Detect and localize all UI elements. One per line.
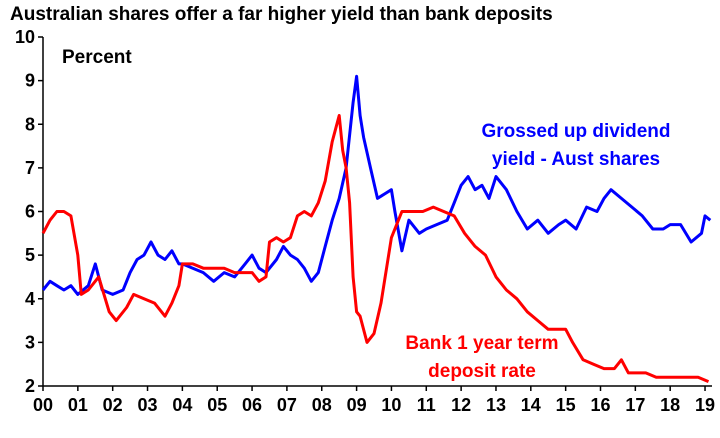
x-tick-label: 05 [207,395,227,415]
y-tick-label: 2 [25,376,35,396]
y-ticks: 2 3 4 5 6 7 8 9 10 [15,27,43,396]
y-tick-label: 8 [25,114,35,134]
y-axis-label: Percent [62,47,132,68]
x-tick-label: 07 [277,395,297,415]
x-tick-label: 04 [172,395,192,415]
y-tick-label: 3 [25,332,35,352]
y-tick-label: 5 [25,245,35,265]
deposit-annotation: Bank 1 year term [405,333,558,354]
series-lines [41,74,712,383]
x-tick-label: 13 [486,395,506,415]
series-annotations: Grossed up dividend yield - Aust shares Ba… [405,121,670,382]
chart-title: Australian shares offer a far higher yie… [10,4,553,25]
y-tick-label: 9 [25,71,35,91]
x-tick-label: 14 [521,395,541,415]
dividend-annotation: Grossed up dividend [482,121,671,142]
x-tick-label: 02 [103,395,123,415]
axes [42,37,712,387]
series-line-deposit-rate [41,114,710,383]
series-line-dividend-yield [41,74,712,296]
x-tick-label: 17 [625,395,645,415]
x-tick-label: 09 [347,395,367,415]
x-tick-label: 11 [417,395,436,415]
x-tick-label: 01 [68,395,88,415]
x-tick-label: 19 [695,395,715,415]
x-tick-label: 12 [451,395,471,415]
y-tick-label: 7 [25,158,35,178]
dividend-annotation: yield - Aust shares [492,149,660,170]
x-tick-label: 10 [381,395,401,415]
x-tick-label: 18 [660,395,680,415]
x-ticks: 00 01 02 03 04 05 06 07 08 09 10 11 12 13 14 15 16 17 18 19 [33,386,715,415]
x-tick-label: 15 [556,395,576,415]
x-tick-label: 03 [138,395,158,415]
x-tick-label: 08 [312,395,332,415]
y-tick-label: 6 [25,202,35,222]
x-tick-label: 00 [33,395,53,415]
deposit-annotation: deposit rate [428,361,536,382]
x-tick-label: 06 [242,395,262,415]
x-tick-label: 16 [590,395,610,415]
y-tick-label: 4 [25,289,35,309]
y-tick-label: 10 [15,27,35,47]
